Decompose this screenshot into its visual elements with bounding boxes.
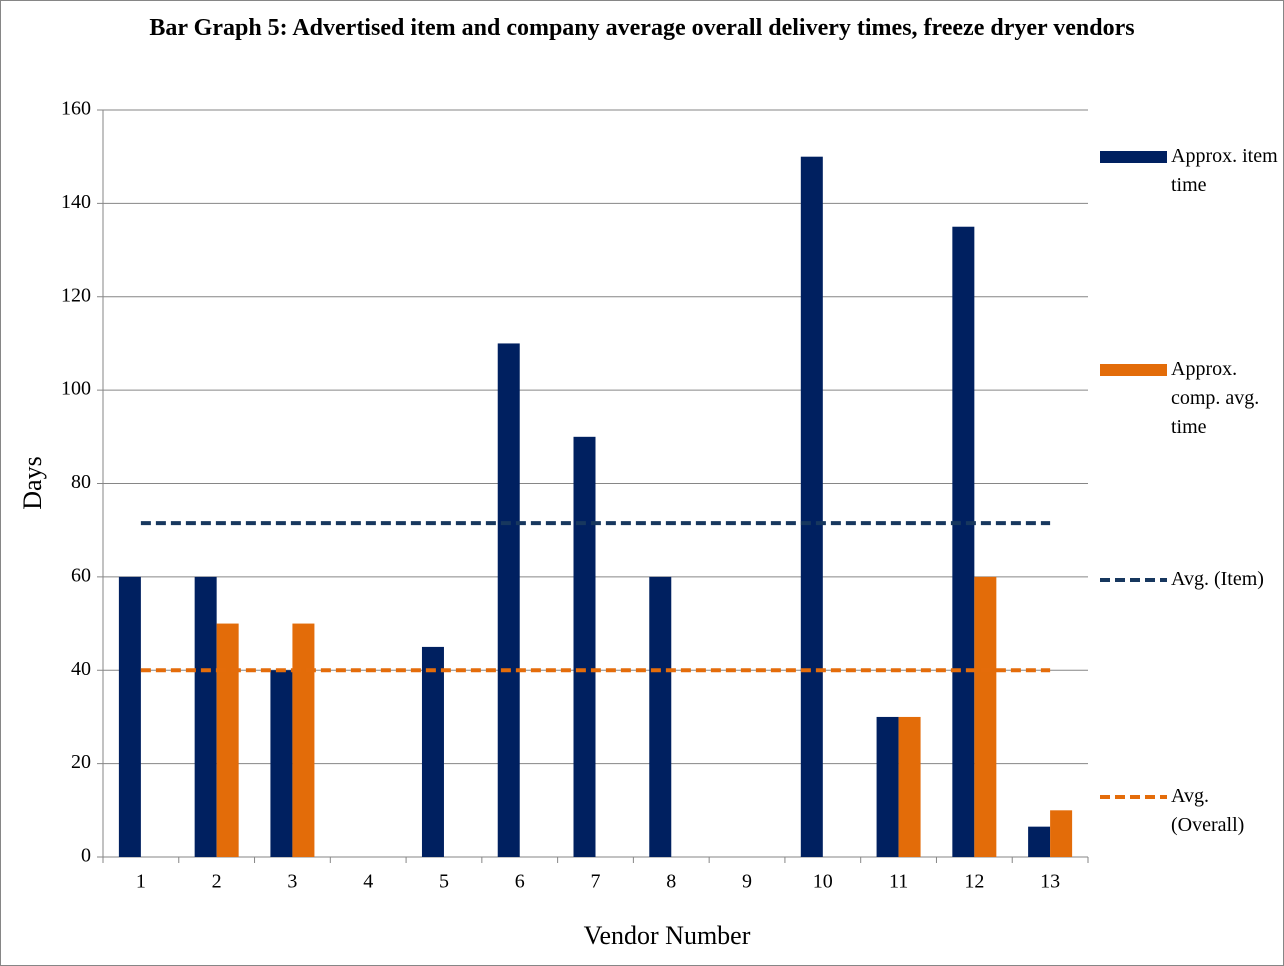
x-tick-label: 2 <box>212 871 222 893</box>
x-tick-label: 3 <box>287 871 297 893</box>
legend-label: Approx. item time <box>1171 145 1278 196</box>
title-box: Bar Graph 5: Advertised item and company… <box>149 15 1135 41</box>
legend-swatch <box>1100 151 1167 163</box>
x-tick-label: 10 <box>813 871 833 893</box>
x-tick-label: 11 <box>889 871 908 893</box>
legend-label: Avg. (Overall) <box>1171 785 1245 836</box>
bar <box>974 576 997 857</box>
bar <box>194 576 217 857</box>
legend-label: Approx. comp. avg. time <box>1171 358 1260 438</box>
y-tick-label: 140 <box>61 191 91 213</box>
y-tick-label: 60 <box>71 564 91 586</box>
bar <box>800 156 823 857</box>
y-tick-label: 0 <box>81 845 91 867</box>
bar <box>898 716 921 857</box>
bar <box>952 226 975 857</box>
x-tick-label: 8 <box>666 871 676 893</box>
legend-label: Avg. (Item) <box>1171 568 1264 590</box>
bar <box>497 343 520 857</box>
y-tick-label: 100 <box>61 378 91 400</box>
bar <box>649 576 672 857</box>
x-tick-label: 12 <box>964 871 984 893</box>
y-tick-label: 80 <box>71 471 91 493</box>
x-tick-label: 13 <box>1040 871 1060 893</box>
legend-box: Approx. comp. avg. time <box>1171 358 1260 438</box>
bar <box>118 576 141 857</box>
bar <box>292 623 315 857</box>
y-tick-label: 20 <box>71 751 91 773</box>
y-tick-label: 160 <box>61 98 91 120</box>
legend-swatch <box>1100 364 1167 376</box>
chart-title: Bar Graph 5: Advertised item and company… <box>149 15 1135 41</box>
x-tick-label: 4 <box>363 871 373 893</box>
bar <box>421 646 444 857</box>
bar <box>270 670 293 857</box>
legend-box: Avg. (Item) <box>1171 568 1264 590</box>
y-tick-label: 40 <box>71 658 91 680</box>
bar <box>876 716 899 857</box>
bar <box>1028 826 1051 857</box>
y-axis-label: Days <box>18 456 47 509</box>
x-tick-label: 1 <box>136 871 146 893</box>
x-axis-label: Vendor Number <box>584 921 751 950</box>
legend-box: Avg. (Overall) <box>1171 785 1245 836</box>
bar <box>573 436 596 857</box>
x-tick-label: 5 <box>439 871 449 893</box>
y-tick-label: 120 <box>61 284 91 306</box>
x-tick-label: 9 <box>742 871 752 893</box>
bar <box>216 623 239 857</box>
x-tick-label: 6 <box>515 871 525 893</box>
bar <box>1050 810 1073 857</box>
x-tick-label: 7 <box>591 871 601 893</box>
legend-box: Approx. item time <box>1171 145 1278 196</box>
